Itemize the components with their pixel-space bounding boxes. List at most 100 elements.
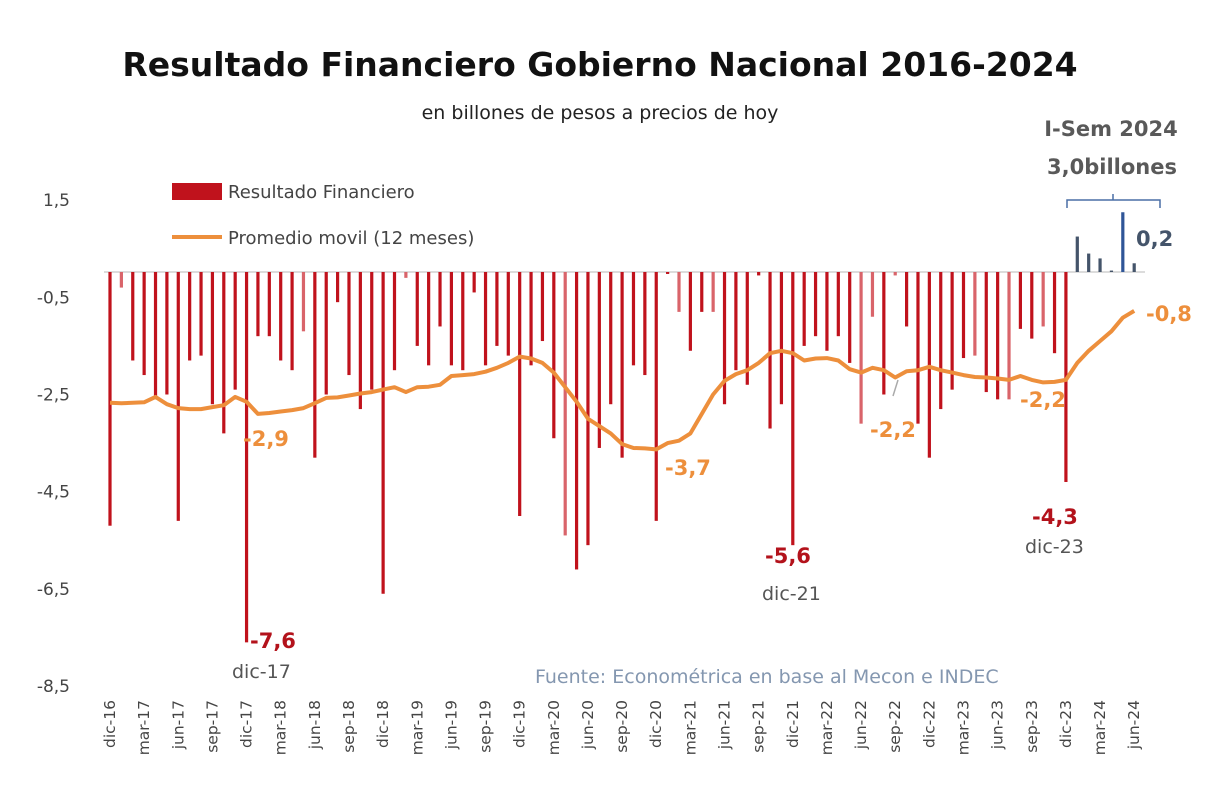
legend-label-bars: Resultado Financiero xyxy=(228,182,415,203)
source-note: Fuente: Econométrica en base al Mecon e … xyxy=(535,666,999,688)
x-tick-label: sep-18 xyxy=(340,700,358,753)
bar xyxy=(711,272,715,312)
bar xyxy=(745,272,749,385)
bar xyxy=(666,272,670,274)
bracket-2024 xyxy=(1066,194,1161,208)
x-tick-label: sep-19 xyxy=(477,700,495,753)
y-tick-label: 1,5 xyxy=(43,191,70,211)
bar xyxy=(404,272,408,278)
data-label-avg-2017: -2,9 xyxy=(243,427,289,451)
bar xyxy=(131,272,135,361)
bar xyxy=(677,272,681,312)
data-label-avg-last: -0,8 xyxy=(1146,302,1192,326)
bar xyxy=(768,272,772,429)
bar xyxy=(358,272,362,410)
x-tick-label: dic-20 xyxy=(647,700,665,748)
bar xyxy=(1052,272,1057,354)
bar xyxy=(734,272,738,371)
bar xyxy=(825,272,829,351)
x-tick-label: dic-17 xyxy=(238,700,256,748)
y-tick-label: -4,5 xyxy=(37,483,70,503)
bar xyxy=(222,272,226,434)
bar xyxy=(472,272,476,293)
x-tick-label: jun-19 xyxy=(442,700,460,750)
x-axis: dic-16 mar-17 jun-17 sep-17 dic-17 mar-18 jun-… xyxy=(101,700,1143,755)
bar xyxy=(631,272,636,366)
bar xyxy=(870,272,875,317)
y-tick-label: -2,5 xyxy=(37,386,70,406)
bar xyxy=(119,272,123,288)
bar xyxy=(791,272,795,546)
bar xyxy=(165,272,169,395)
bar xyxy=(643,272,647,376)
bar xyxy=(188,272,192,361)
bar xyxy=(142,272,146,376)
y-tick-label: -6,5 xyxy=(37,580,70,600)
y-axis: 1,5 -0,5 -2,5 -4,5 -6,5 -8,5 xyxy=(37,191,70,697)
bar xyxy=(813,272,818,337)
bar xyxy=(620,272,624,458)
bar xyxy=(1030,272,1034,339)
x-tick-label: jun-24 xyxy=(1125,700,1143,750)
bar xyxy=(722,272,727,405)
x-tick-label: jun-20 xyxy=(579,700,597,750)
bar xyxy=(848,272,852,363)
y-tick-label: -0,5 xyxy=(37,288,70,308)
bar xyxy=(950,272,954,390)
bar xyxy=(427,272,431,366)
bar xyxy=(1132,263,1136,272)
bar xyxy=(324,272,328,395)
bar xyxy=(836,272,840,337)
bar xyxy=(916,272,920,424)
bar xyxy=(996,272,1000,400)
bar-series xyxy=(108,212,1136,643)
bar xyxy=(108,272,112,526)
bar xyxy=(882,272,886,395)
bar xyxy=(483,272,488,366)
bar xyxy=(552,272,556,439)
data-label-avg-2022: -2,2 xyxy=(870,418,916,442)
bar xyxy=(415,272,419,346)
bar xyxy=(495,272,499,346)
bar xyxy=(1007,272,1011,400)
x-tick-label: dic-22 xyxy=(920,700,938,748)
leader-line xyxy=(892,379,899,397)
bar xyxy=(370,272,374,390)
x-tick-label: sep-20 xyxy=(613,700,631,753)
x-tick-label: mar-19 xyxy=(408,700,426,755)
bar xyxy=(586,272,590,546)
annotation-sem-total: 3,0billones xyxy=(1047,155,1177,179)
bar xyxy=(802,272,806,346)
chart-subtitle: en billones de pesos a precios de hoy xyxy=(422,102,779,124)
x-tick-label: jun-21 xyxy=(716,700,734,750)
x-tick-label: mar-23 xyxy=(955,700,973,755)
data-label-dic23: -4,3 xyxy=(1032,505,1078,529)
bar xyxy=(1075,236,1079,272)
x-tick-label: sep-17 xyxy=(203,700,221,753)
bar xyxy=(1087,253,1091,272)
bar xyxy=(700,272,704,312)
chart-title: Resultado Financiero Gobierno Nacional 2… xyxy=(122,45,1077,84)
bar xyxy=(984,272,988,393)
data-label-avg-dic20: -3,7 xyxy=(665,456,711,480)
bar xyxy=(290,272,294,371)
bar xyxy=(961,272,966,359)
data-label-last-bar: 0,2 xyxy=(1136,227,1173,251)
annotation-dic21: dic-21 xyxy=(762,583,821,605)
bar xyxy=(1109,270,1114,272)
bar xyxy=(859,272,863,424)
x-tick-label: jun-18 xyxy=(306,700,324,750)
x-tick-label: mar-22 xyxy=(818,700,836,755)
bar xyxy=(757,272,761,276)
bar xyxy=(1098,258,1102,272)
legend: Resultado Financiero Promedio movil (12 … xyxy=(172,182,474,249)
bar xyxy=(540,272,545,342)
x-tick-label: dic-21 xyxy=(784,700,802,748)
bar xyxy=(279,272,283,361)
bar xyxy=(654,272,658,521)
bar xyxy=(336,272,340,303)
bar xyxy=(256,272,260,337)
x-tick-label: sep-21 xyxy=(750,700,768,753)
bar xyxy=(438,272,442,327)
